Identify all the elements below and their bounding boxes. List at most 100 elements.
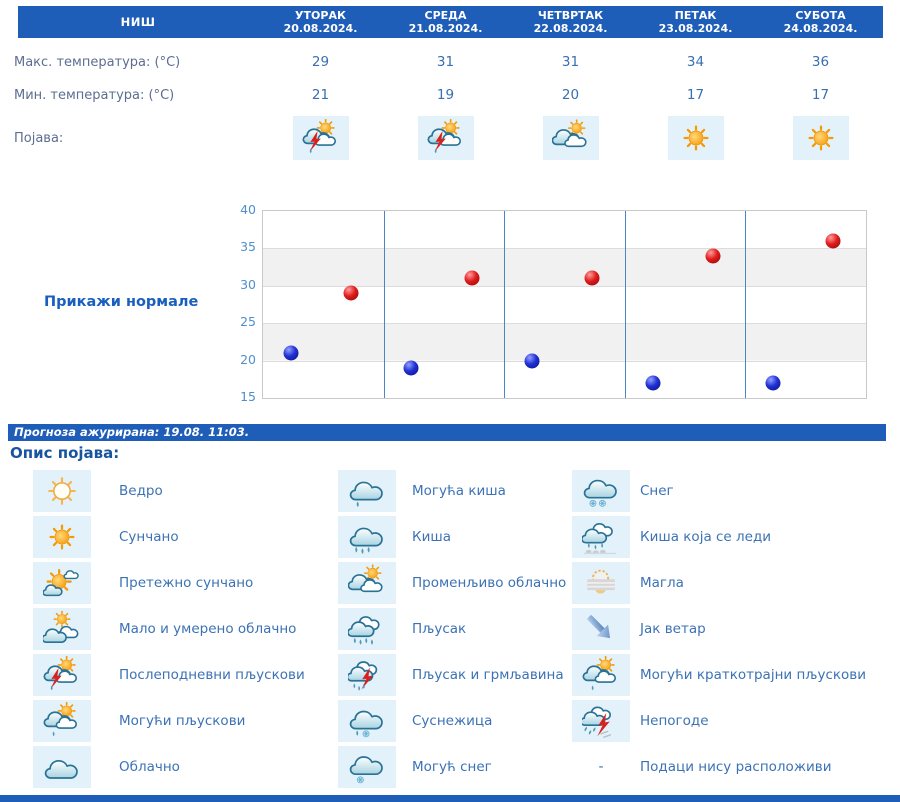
cloud-rain-icon xyxy=(348,518,386,556)
chart-point-max-1 xyxy=(464,270,480,286)
legend-icon-box xyxy=(33,470,91,512)
weather-icon-box xyxy=(792,116,849,160)
temp-value-max-0: 29 xyxy=(311,54,330,70)
legend-item: Могући пљускови xyxy=(33,698,333,744)
day-headers: УТОРАК 20.08.2024. СРЕДА 21.08.2024. ЧЕТВРТА… xyxy=(258,6,883,38)
sun-icon xyxy=(802,119,840,157)
show-normals-link[interactable]: Прикажи нормале xyxy=(44,294,199,310)
legend-label: Могући пљускови xyxy=(119,713,246,729)
cloud-sun-lightning-icon xyxy=(302,119,340,157)
chart-ytick: 25 xyxy=(240,314,256,330)
legend-item: Снег xyxy=(572,468,898,514)
day-date: 24.08.2024. xyxy=(783,22,858,35)
pojava-cell-2 xyxy=(508,116,633,160)
legend-label: Снег xyxy=(640,483,674,499)
chart-point-max-3 xyxy=(705,248,721,264)
legend-item: Пљусак xyxy=(338,606,570,652)
cloud-sun-drop-icon xyxy=(43,702,81,740)
legend-item: Сунчано xyxy=(33,514,333,560)
day-header-2: ЧЕТВРТАК 22.08.2024. xyxy=(508,6,633,38)
legend-icon-box xyxy=(572,562,630,604)
chart-point-min-3 xyxy=(645,375,661,391)
wind-icon xyxy=(583,611,616,644)
day-date: 21.08.2024. xyxy=(408,22,483,35)
day-header-1: СРЕДА 21.08.2024. xyxy=(383,6,508,38)
day-name: ЧЕТВРТАК xyxy=(537,8,604,22)
chart-point-max-4 xyxy=(825,233,841,249)
cloud-sun-drop-icon xyxy=(582,656,620,694)
legend-column-2: Снег Киша која се леди Магла Јак ветар Могућ… xyxy=(572,468,898,790)
day-name: УТОРАК xyxy=(295,8,346,22)
chart-ytick: 30 xyxy=(240,276,256,292)
max-temp-values: 29 31 31 34 36 xyxy=(258,54,883,70)
max-temp-row: Макс. температура: (°C) 29 31 31 34 36 xyxy=(14,47,883,77)
legend-label: Променљиво облачно xyxy=(412,575,567,591)
forecast-updated-bar: Прогноза ажурирана: 19.08. 11:03. xyxy=(8,424,886,441)
legend-icon-box xyxy=(33,700,91,742)
chart-plot xyxy=(262,210,867,399)
legend-label: Суснежица xyxy=(412,713,493,729)
pojava-label: Појава: xyxy=(14,130,64,146)
legend-icon-box xyxy=(33,516,91,558)
min-temp-row: Мин. температура: (°C) 21 19 20 17 17 xyxy=(14,80,883,110)
forecast-header-bar: НИШ УТОРАК 20.08.2024. СРЕДА 21.08.2024. ЧЕТ… xyxy=(18,6,883,38)
no-data-symbol: - xyxy=(598,759,604,775)
bottom-bar xyxy=(0,795,900,802)
legend-icon-box xyxy=(33,608,91,650)
cloud-snow-two-icon xyxy=(582,472,620,510)
legend-label: Сунчано xyxy=(119,529,179,545)
legend-title: Опис појава: xyxy=(10,444,120,462)
pojava-cell-1 xyxy=(383,116,508,160)
legend-icon-box xyxy=(338,516,396,558)
legend: Ведро Сунчано Претежно сунчано Мало и умере… xyxy=(0,468,900,792)
legend-item: Јак ветар xyxy=(572,606,898,652)
legend-label: Пљусак и грмљавина xyxy=(412,667,564,683)
legend-item: Киша која се леди xyxy=(572,514,898,560)
legend-item: Послеподневни пљускови xyxy=(33,652,333,698)
legend-icon-box xyxy=(338,470,396,512)
day-header-0: УТОРАК 20.08.2024. xyxy=(258,6,383,38)
storm-icon xyxy=(582,702,620,740)
legend-icon-box xyxy=(572,470,630,512)
legend-label: Магла xyxy=(640,575,684,591)
legend-item: Претежно сунчано xyxy=(33,560,333,606)
temp-value-min-0: 21 xyxy=(311,87,330,103)
legend-item: Променљиво облачно xyxy=(338,560,570,606)
legend-label: Могућа киша xyxy=(412,483,506,499)
legend-item: Киша xyxy=(338,514,570,560)
day-header-3: ПЕТАК 23.08.2024. xyxy=(633,6,758,38)
legend-icon-box xyxy=(338,700,396,742)
legend-item: Мало и умерено облачно xyxy=(33,606,333,652)
pojava-cell-3 xyxy=(633,116,758,160)
legend-item: Магла xyxy=(572,560,898,606)
legend-item: Могућ снег xyxy=(338,744,570,790)
day-header-4: СУБОТА 24.08.2024. xyxy=(758,6,883,38)
legend-label: Могући краткотрајни пљускови xyxy=(640,667,867,683)
weather-icon-box xyxy=(417,116,474,160)
day-date: 20.08.2024. xyxy=(283,22,358,35)
pojava-cells xyxy=(258,116,883,160)
legend-label: Подаци нису расположиви xyxy=(640,759,832,775)
max-temp-label: Макс. температура: (°C) xyxy=(14,54,181,70)
legend-item: Ведро xyxy=(33,468,333,514)
clouds-sun-icon xyxy=(552,119,590,157)
legend-item: - Подаци нису расположиви xyxy=(572,744,898,790)
legend-icon-box xyxy=(572,608,630,650)
chart-ytick: 35 xyxy=(240,239,256,255)
sun-icon xyxy=(43,518,81,556)
cloud-sleet-icon xyxy=(348,702,386,740)
legend-item: Непогоде xyxy=(572,698,898,744)
cloud-freezing-rain-icon xyxy=(582,518,620,556)
legend-item: Могућа киша xyxy=(338,468,570,514)
legend-label: Киша xyxy=(412,529,451,545)
chart-day-separator xyxy=(383,211,385,398)
day-name: ПЕТАК xyxy=(674,8,717,22)
temp-value-min-4: 17 xyxy=(811,87,830,103)
clouds-sun-icon xyxy=(348,564,386,602)
chart-point-min-0 xyxy=(283,345,299,361)
temp-value-max-1: 31 xyxy=(436,54,455,70)
temp-value-min-3: 17 xyxy=(686,87,705,103)
pojava-row: Појава: xyxy=(14,112,883,164)
legend-label: Претежно сунчано xyxy=(119,575,254,591)
weather-icon-box xyxy=(542,116,599,160)
